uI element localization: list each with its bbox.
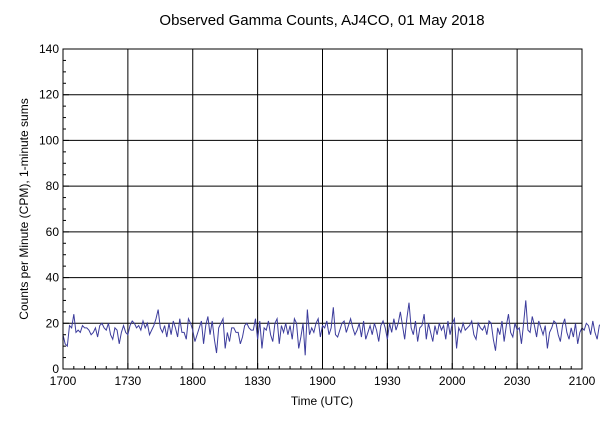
data-series <box>62 300 600 356</box>
y-axis-label: Counts per Minute (CPM), 1-minute sums <box>17 98 31 319</box>
x-tick-labels: 1700 1730 1800 1830 1900 1930 2000 2030 2100 <box>50 374 596 388</box>
y-tick-label: 60 <box>46 225 60 239</box>
chart-title: Observed Gamma Counts, AJ4CO, 01 May 201… <box>159 12 484 29</box>
plot-frame <box>62 48 583 370</box>
y-tick-label: 140 <box>39 42 59 56</box>
x-tick-label: 1900 <box>309 374 336 388</box>
gridlines <box>63 49 582 369</box>
x-tick-label: 1700 <box>50 374 77 388</box>
y-tick-label: 20 <box>46 316 60 330</box>
x-tick-label: 1730 <box>115 374 142 388</box>
y-tick-labels: 0 20 40 60 80 100 120 140 <box>39 42 59 376</box>
y-tick-label: 80 <box>46 179 60 193</box>
y-tick-label: 0 <box>52 362 59 376</box>
y-tick-label: 100 <box>39 133 59 147</box>
series-line <box>62 300 600 356</box>
x-tick-label: 2000 <box>439 374 466 388</box>
y-tick-label: 120 <box>39 88 59 102</box>
x-tick-label: 2030 <box>504 374 531 388</box>
x-tick-label: 1930 <box>374 374 401 388</box>
x-tick-label: 1800 <box>179 374 206 388</box>
x-tick-label: 2100 <box>569 374 596 388</box>
x-tick-label: 1830 <box>244 374 271 388</box>
y-tick-label: 40 <box>46 271 60 285</box>
x-axis-label: Time (UTC) <box>291 394 353 408</box>
